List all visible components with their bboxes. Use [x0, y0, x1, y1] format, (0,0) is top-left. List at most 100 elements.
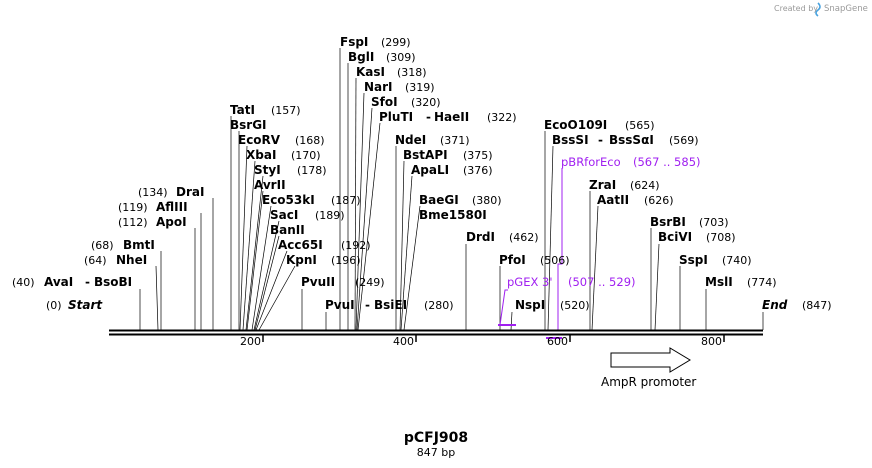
enzyme-position: (309): [386, 51, 416, 64]
enzyme-position: (192): [341, 239, 371, 252]
site-end[interactable]: End (847): [762, 298, 832, 312]
site-aatii[interactable]: AatII (626): [597, 193, 674, 207]
enzyme-name: NarI: [364, 80, 393, 94]
enzyme-name: Acc65I: [278, 238, 323, 252]
enzyme-name: Eco53kI: [262, 193, 315, 207]
site-bsrbi[interactable]: BsrBI (703): [650, 215, 729, 229]
enzyme-name: BciVI: [658, 230, 692, 244]
site-nhei[interactable]: (64) NheI: [84, 253, 147, 267]
site-acc65i[interactable]: Acc65I (192): [278, 238, 371, 252]
axis-tick-label: 400: [393, 335, 414, 348]
site-ndei[interactable]: NdeI (371): [395, 133, 470, 147]
enzyme-name: ApoI: [156, 215, 187, 229]
enzyme-name: BssSI: [552, 133, 589, 147]
enzyme-name: BaeGI: [419, 193, 459, 207]
site-sfoi[interactable]: SfoI (320): [371, 95, 441, 109]
site-afliii[interactable]: (119) AflIII: [118, 200, 188, 214]
enzyme-name: ApaLI: [411, 163, 449, 177]
enzyme-position: (157): [271, 104, 301, 117]
enzyme-position: (249): [355, 276, 385, 289]
enzyme-name: EcoRV: [238, 133, 281, 147]
enzyme-position: (68): [91, 239, 114, 252]
enzyme-name: TatI: [230, 103, 255, 117]
site-bsssi-bsssai[interactable]: BssSI - BssSαI (569): [552, 133, 699, 147]
enzyme-position: (462): [509, 231, 539, 244]
site-pvui-bsiei[interactable]: PvuI - BsiEI (280): [325, 298, 454, 312]
site-tati[interactable]: TatI (157): [230, 103, 301, 117]
site-baegi[interactable]: BaeGI (380): [419, 193, 502, 207]
enzyme-position: (626): [644, 194, 674, 207]
primer-pbrforeco[interactable]: pBRforEco (567 .. 585): [546, 155, 701, 339]
site-ecoo109i[interactable]: EcoO109I (565): [544, 118, 655, 132]
enzyme-position: (134): [138, 186, 168, 199]
site-nspi[interactable]: NspI (520): [515, 298, 590, 312]
enzyme-name: SspI: [679, 253, 708, 267]
site-ecorv[interactable]: EcoRV (168): [238, 133, 325, 147]
map-length: 847 bp: [417, 446, 455, 459]
site-styi[interactable]: StyI (178): [254, 163, 327, 177]
site-zrai[interactable]: ZraI (624): [589, 178, 660, 192]
site-saci[interactable]: SacI (189): [270, 208, 345, 222]
primer-pgex3[interactable]: pGEX 3' (507 .. 529): [498, 275, 636, 326]
site-pfoi[interactable]: PfoI (506): [499, 253, 570, 267]
enzyme-name-2: HaeII: [434, 110, 469, 124]
site-kasi[interactable]: KasI (318): [356, 65, 427, 79]
site-bme1580i[interactable]: Bme1580I: [419, 208, 487, 222]
map-title: pCFJ908: [404, 430, 468, 446]
site-bgli[interactable]: BglI (309): [348, 50, 416, 64]
site-msli[interactable]: MslI (774): [705, 275, 777, 289]
enzyme-position: (112): [118, 216, 148, 229]
enzyme-name: BglI: [348, 50, 374, 64]
site-avai-bsobi[interactable]: (40) AvaI - BsoBI: [12, 275, 132, 289]
site-bcivi[interactable]: BciVI (708): [658, 230, 736, 244]
enzyme-separator: -: [365, 298, 370, 312]
enzyme-name: StyI: [254, 163, 281, 177]
enzyme-name: BanII: [270, 223, 305, 237]
enzyme-position: (320): [411, 96, 441, 109]
site-kpni[interactable]: KpnI (196): [286, 253, 361, 267]
site-apali[interactable]: ApaLI (376): [411, 163, 493, 177]
enzyme-position: (740): [722, 254, 752, 267]
enzyme-separator: -: [598, 133, 603, 147]
enzyme-position: (380): [472, 194, 502, 207]
site-eco53ki[interactable]: Eco53kI (187): [262, 193, 361, 207]
feature-arrow: [610, 347, 691, 373]
enzyme-position: (847): [802, 299, 832, 312]
enzyme-name: AflIII: [156, 200, 188, 214]
site-fspi[interactable]: FspI (299): [340, 35, 411, 49]
enzyme-name: BmtI: [123, 238, 155, 252]
site-start[interactable]: (0) Start: [46, 298, 103, 312]
enzyme-position: (375): [463, 149, 493, 162]
site-xbai[interactable]: XbaI (170): [246, 148, 321, 162]
axis-tick-label: 200: [240, 335, 261, 348]
snapgene-icon: [815, 2, 821, 17]
snapgene-logo: SnapGene: [815, 2, 868, 17]
enzyme-name: AvrII: [254, 178, 286, 192]
site-sspi[interactable]: SspI (740): [679, 253, 752, 267]
sequence-backbone: [109, 329, 763, 336]
site-banii[interactable]: BanII: [270, 223, 305, 237]
enzyme-position: (0): [46, 299, 62, 312]
site-bsrgi[interactable]: BsrGI: [230, 118, 267, 132]
site-pvuii[interactable]: PvuII (249): [301, 275, 385, 289]
enzyme-position: (708): [706, 231, 736, 244]
enzyme-position: (280): [424, 299, 454, 312]
site-bstapi[interactable]: BstAPI (375): [403, 148, 493, 162]
enzyme-separator: -: [85, 275, 90, 289]
enzyme-position: (187): [331, 194, 361, 207]
enzyme-position: (520): [560, 299, 590, 312]
enzyme-name: BsrBI: [650, 215, 686, 229]
site-pluti-haeii[interactable]: PluTI - HaeII (322): [379, 110, 517, 124]
feature-ampr-promoter[interactable]: AmpR promoter: [601, 347, 696, 389]
enzyme-position: (299): [381, 36, 411, 49]
enzyme-name: ZraI: [589, 178, 616, 192]
credit-text: Created by: [774, 4, 818, 13]
site-bmti[interactable]: (68) BmtI: [91, 238, 155, 252]
site-drdi[interactable]: DrdI (462): [466, 230, 539, 244]
site-nari[interactable]: NarI (319): [364, 80, 435, 94]
enzyme-name: NspI: [515, 298, 545, 312]
site-avrii[interactable]: AvrII: [254, 178, 286, 192]
site-apoi[interactable]: (112) ApoI: [118, 215, 187, 229]
enzyme-name-2: BsiEI: [374, 298, 407, 312]
site-drai[interactable]: (134) DraI: [138, 185, 204, 199]
